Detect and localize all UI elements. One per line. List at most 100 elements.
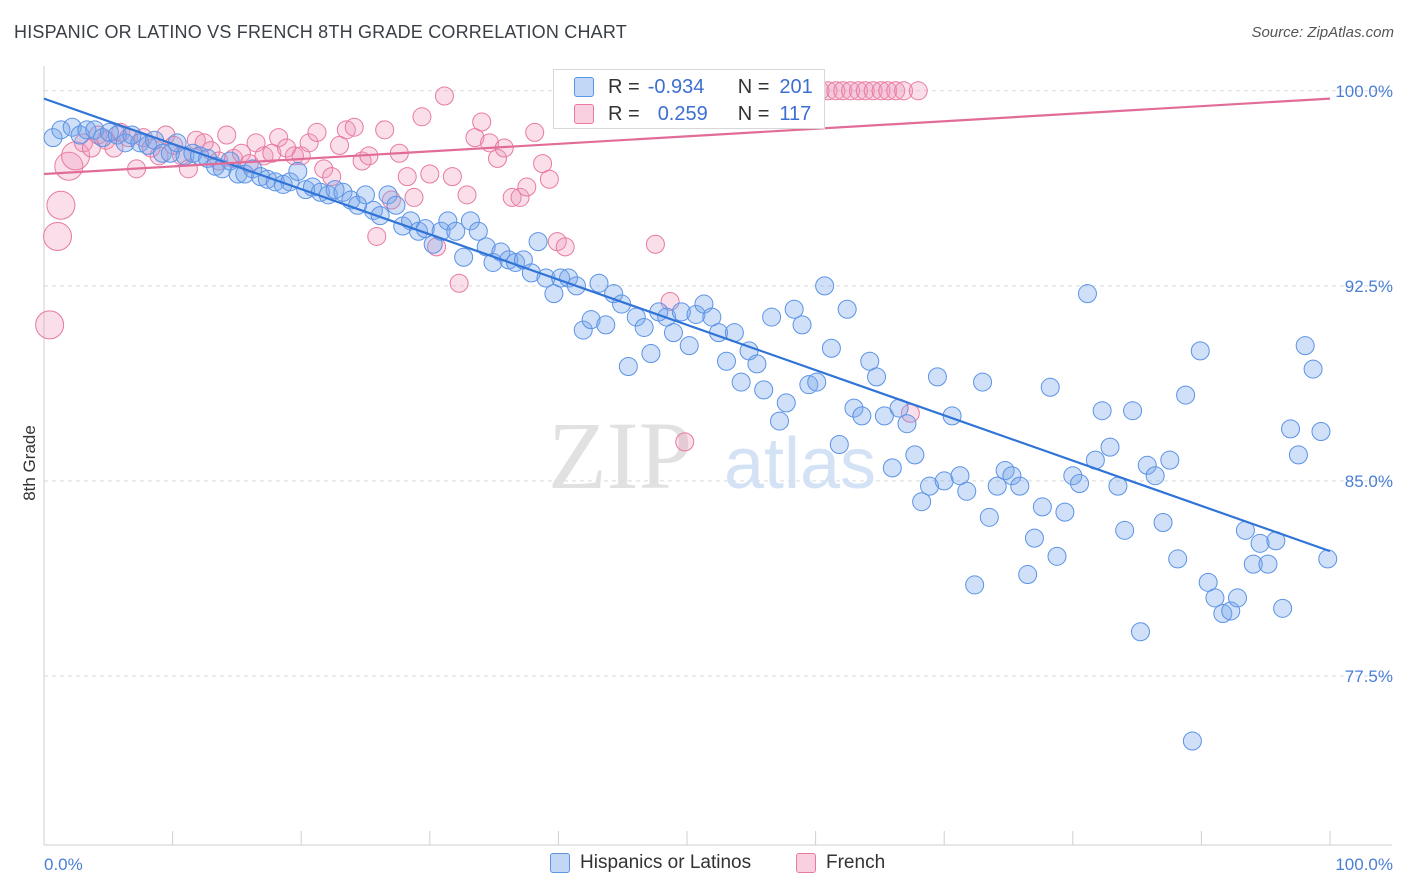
french-trend-line bbox=[43, 97, 1331, 176]
axes bbox=[43, 66, 1392, 846]
data-point bbox=[277, 138, 297, 158]
y-axis-label: 8th Grade bbox=[20, 425, 39, 501]
stats-r-value: 0.259 bbox=[657, 102, 708, 125]
data-point bbox=[1160, 450, 1180, 470]
data-point bbox=[307, 122, 327, 142]
data-point bbox=[784, 299, 804, 319]
data-point bbox=[641, 343, 661, 363]
stats-row-pink: R = 0.259 N = 117 bbox=[574, 101, 811, 127]
data-point bbox=[370, 206, 390, 226]
data-point bbox=[1077, 284, 1097, 304]
data-point bbox=[863, 81, 883, 101]
data-point bbox=[1153, 513, 1173, 533]
data-point bbox=[815, 276, 835, 296]
data-point bbox=[152, 143, 172, 163]
data-point bbox=[731, 372, 751, 392]
data-point bbox=[333, 182, 353, 202]
data-point bbox=[833, 81, 853, 101]
data-point bbox=[874, 406, 894, 426]
data-point bbox=[799, 375, 819, 395]
hispanic-trend-line bbox=[43, 97, 1331, 553]
data-point bbox=[1273, 598, 1293, 618]
data-point bbox=[457, 185, 477, 205]
y-tick-label: 85.0% bbox=[1345, 472, 1393, 491]
legend-swatch-pink bbox=[796, 853, 816, 873]
data-point bbox=[460, 211, 480, 231]
data-point bbox=[927, 367, 947, 387]
data-point bbox=[581, 310, 601, 330]
data-point bbox=[344, 117, 364, 137]
data-point bbox=[1303, 359, 1323, 379]
source-label: Source: ZipAtlas.com bbox=[1251, 24, 1394, 41]
data-point bbox=[51, 120, 71, 140]
data-point bbox=[589, 273, 609, 293]
data-point bbox=[356, 185, 375, 205]
data-point bbox=[912, 492, 932, 512]
data-point bbox=[438, 211, 458, 231]
data-point bbox=[46, 190, 76, 220]
data-point bbox=[1227, 588, 1247, 608]
data-point bbox=[217, 125, 237, 145]
data-point bbox=[807, 372, 827, 392]
data-point bbox=[1032, 497, 1052, 517]
data-point bbox=[107, 125, 127, 145]
data-point bbox=[894, 81, 914, 101]
data-point bbox=[1024, 528, 1044, 548]
hispanic-points bbox=[43, 117, 1338, 751]
data-point bbox=[1176, 385, 1196, 405]
data-point bbox=[367, 226, 387, 246]
data-point bbox=[965, 575, 985, 595]
stats-n-value: 117 bbox=[779, 102, 812, 125]
data-point bbox=[528, 232, 548, 252]
data-point bbox=[525, 122, 545, 142]
data-point bbox=[434, 86, 454, 106]
data-point bbox=[1258, 554, 1278, 574]
data-point bbox=[886, 81, 906, 101]
legend-item-hispanic[interactable]: Hispanics or Latinos bbox=[550, 852, 751, 874]
trend-lines bbox=[43, 97, 1331, 553]
data-point bbox=[1115, 520, 1135, 540]
tick-labels: 100.0% 92.5% 85.0% 77.5% 0.0% 100.0% bbox=[44, 82, 1393, 874]
data-point bbox=[747, 354, 767, 374]
french-points bbox=[35, 81, 928, 452]
data-point bbox=[43, 128, 63, 148]
data-point bbox=[1213, 604, 1233, 624]
data-point bbox=[446, 221, 466, 241]
data-point bbox=[77, 120, 97, 140]
data-point bbox=[878, 81, 898, 101]
data-point bbox=[454, 247, 474, 267]
legend-label-hispanic: Hispanics or Latinos bbox=[580, 852, 752, 873]
data-point bbox=[1010, 476, 1030, 496]
data-point bbox=[973, 372, 993, 392]
data-point bbox=[618, 356, 638, 376]
data-point bbox=[517, 177, 537, 197]
data-point bbox=[920, 476, 940, 496]
data-point bbox=[671, 302, 691, 322]
data-point bbox=[826, 81, 846, 101]
data-point bbox=[1281, 419, 1301, 439]
chart-title: HISPANIC OR LATINO VS FRENCH 8TH GRADE C… bbox=[14, 22, 627, 42]
data-point bbox=[472, 112, 492, 132]
data-point bbox=[792, 315, 812, 335]
legend-item-french[interactable]: French bbox=[796, 852, 885, 874]
data-point bbox=[1243, 554, 1263, 574]
data-point bbox=[85, 120, 105, 140]
data-point bbox=[1288, 445, 1308, 465]
data-point bbox=[1123, 401, 1143, 421]
data-point bbox=[288, 161, 308, 181]
data-point bbox=[645, 234, 665, 254]
data-point bbox=[596, 315, 616, 335]
data-point bbox=[1040, 377, 1060, 397]
data-point bbox=[491, 242, 511, 262]
data-point bbox=[1055, 502, 1075, 522]
data-point bbox=[1182, 731, 1202, 751]
data-point bbox=[1002, 466, 1022, 486]
data-point bbox=[35, 310, 65, 340]
data-point bbox=[934, 471, 954, 491]
data-point bbox=[663, 323, 683, 343]
y-tick-label: 100.0% bbox=[1335, 82, 1393, 101]
data-point bbox=[1047, 546, 1067, 566]
data-point bbox=[487, 148, 507, 168]
data-point bbox=[716, 351, 736, 371]
